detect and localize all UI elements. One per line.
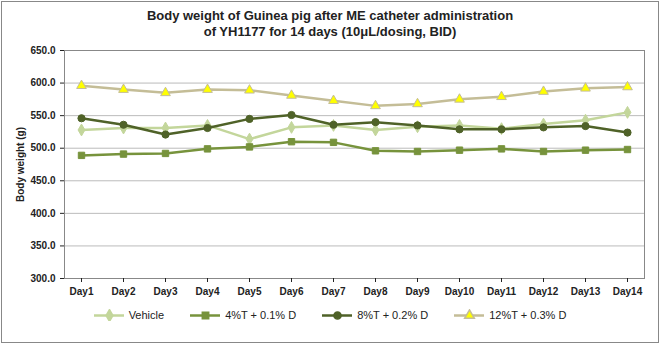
svg-text:Day3: Day3 (154, 286, 178, 297)
svg-text:Day1: Day1 (70, 286, 94, 297)
svg-text:Day5: Day5 (238, 286, 262, 297)
svg-text:Day13: Day13 (571, 286, 601, 297)
svg-text:Day4: Day4 (196, 286, 220, 297)
svg-text:Day6: Day6 (280, 286, 304, 297)
html-text:Vehicle: Vehicle (128, 309, 165, 321)
svg-text:300.0: 300.0 (30, 273, 55, 284)
svg-text:550.0: 550.0 (30, 110, 55, 121)
svg-text:400.0: 400.0 (30, 208, 55, 219)
html-text:12%T + 0.3% D: 12%T + 0.3% D (489, 309, 567, 321)
svg-text:350.0: 350.0 (30, 240, 55, 251)
svg-text:Day14: Day14 (613, 286, 643, 297)
svg-text:450.0: 450.0 (30, 175, 55, 186)
svg-text:500.0: 500.0 (30, 142, 55, 153)
svg-text:Day9: Day9 (406, 286, 430, 297)
svg-text:Day12: Day12 (529, 286, 559, 297)
svg-text:600.0: 600.0 (30, 77, 55, 88)
svg-text:Day8: Day8 (364, 286, 388, 297)
svg-text:Day7: Day7 (322, 286, 346, 297)
svg-text:Body weight (g): Body weight (g) (15, 127, 26, 202)
svg-text:650.0: 650.0 (30, 45, 55, 56)
html-text:Body weight of Guinea pig afte: Body weight of Guinea pig after ME cathe… (146, 8, 514, 23)
svg-text:Day10: Day10 (445, 286, 475, 297)
html-text:4%T + 0.1% D: 4%T + 0.1% D (225, 309, 297, 321)
html-text:8%T + 0.2% D: 8%T + 0.2% D (357, 309, 429, 321)
html-text:of YH1177 for 14 days (10μL/do: of YH1177 for 14 days (10μL/dosing, BID) (203, 24, 457, 39)
svg-text:Day11: Day11 (487, 286, 516, 297)
svg-text:Day2: Day2 (112, 286, 136, 297)
